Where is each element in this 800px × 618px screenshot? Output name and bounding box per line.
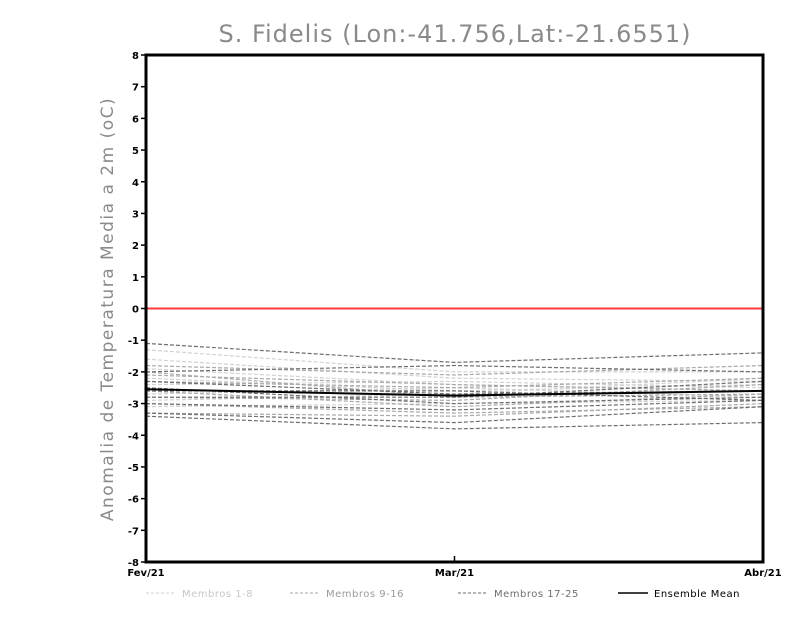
y-tick-label: 8	[132, 51, 139, 62]
y-tick-label: -1	[128, 336, 139, 347]
y-tick-label: -8	[128, 558, 139, 569]
y-tick-label: -5	[128, 463, 139, 474]
series-line-member-13	[145, 384, 764, 402]
series-line-member-11	[145, 377, 764, 389]
series-line-member-2	[145, 358, 764, 382]
series-line-member-21	[146, 380, 764, 398]
series-line-member-17	[145, 342, 764, 364]
chart-title: S. Fidelis (Lon:-41.756,Lat:-21.6551)	[218, 20, 691, 48]
y-tick-label: -6	[128, 495, 139, 506]
x-tick-label: Fev/21	[127, 568, 164, 579]
y-tick-label: 6	[132, 114, 139, 125]
series-line-ensemble-mean	[145, 388, 764, 397]
y-tick-label: 4	[132, 178, 139, 189]
y-tick-label: -4	[128, 431, 139, 442]
series-line-member-22	[145, 399, 764, 411]
legend: Membros 1-8 Membros 9-16 Membros 17-25 Ense…	[146, 589, 740, 600]
y-tick-label: 5	[132, 146, 139, 157]
x-tick-label: Abr/21	[744, 568, 781, 579]
series-line-member-12	[145, 390, 764, 408]
y-tick-label: -2	[128, 368, 139, 379]
y-tick-label: 1	[132, 273, 139, 284]
series-line-member-23	[145, 406, 764, 424]
legend-label: Membros 9-16	[326, 589, 404, 600]
series-line-member-9	[145, 364, 764, 376]
series-line-member-20	[145, 387, 764, 405]
y-axis: 8 7 6 5 4 3 2 1 0 -1 -2 -3 -4 -5 -6 -7 -8	[128, 51, 146, 569]
series-line-member-16	[145, 374, 764, 392]
y-tick-label: 0	[132, 305, 139, 316]
x-axis: Fev/21 Mar/21 Abr/21	[127, 556, 782, 579]
y-tick-label: -3	[128, 400, 139, 411]
legend-label: Ensemble Mean	[654, 589, 740, 600]
y-tick-label: 7	[132, 83, 139, 94]
y-tick-label: 2	[132, 241, 139, 252]
series-line-member-19	[145, 380, 764, 395]
y-tick-label: 3	[132, 209, 139, 220]
y-tick-label: -7	[128, 526, 139, 537]
series-line-member-14	[145, 403, 764, 414]
series-layer	[145, 342, 764, 430]
x-tick-label: Mar/21	[435, 568, 474, 579]
series-line-member-18	[145, 364, 764, 373]
legend-label: Membros 1-8	[182, 589, 253, 600]
series-line-member-1	[145, 349, 763, 373]
legend-label: Membros 17-25	[494, 589, 579, 600]
series-line-member-15	[145, 403, 764, 417]
series-line-member-24	[145, 415, 764, 430]
y-axis-label: Anomalia de Temperatura Media a 2m (oC)	[98, 97, 118, 521]
